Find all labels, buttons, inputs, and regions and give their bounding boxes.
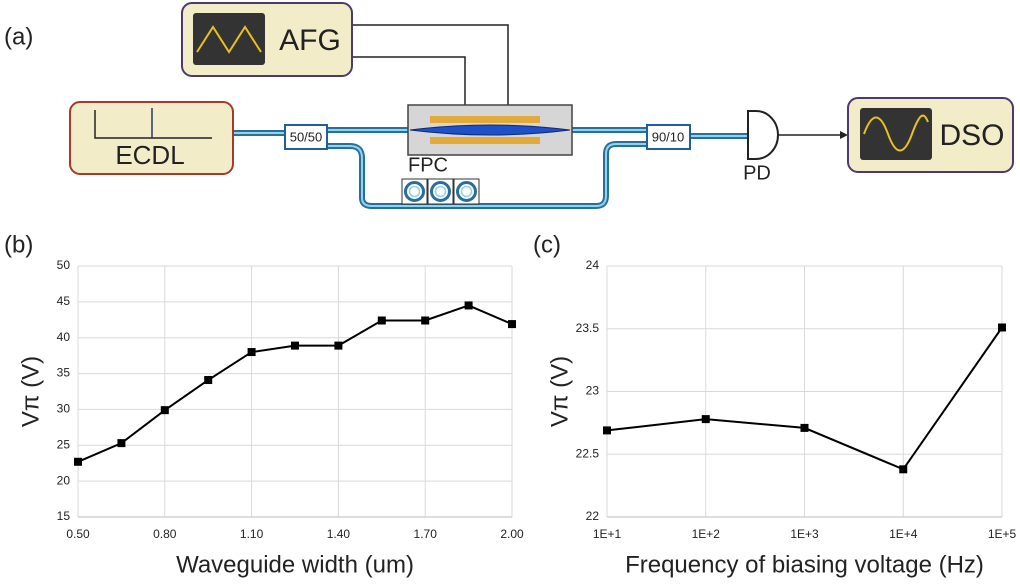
data-point — [421, 316, 430, 325]
data-point — [508, 320, 516, 329]
data-point — [291, 341, 299, 350]
x-tick-label: 0.50 — [66, 527, 90, 541]
y-tick-label: 23 — [586, 384, 600, 398]
x-tick-label: 2.00 — [500, 527, 524, 541]
wire — [352, 24, 509, 142]
panel-label: (a) — [4, 23, 33, 50]
y-tick-label: 15 — [57, 509, 71, 523]
fpc-label: FPC — [408, 154, 448, 176]
data-point — [701, 415, 710, 424]
data-point — [899, 465, 908, 474]
x-tick-label: 1E+3 — [790, 527, 819, 541]
x-tick-label: 1E+2 — [692, 527, 721, 541]
data-point — [334, 341, 343, 350]
y-tick-label: 40 — [57, 330, 71, 344]
y-tick-label: 22.5 — [576, 446, 600, 460]
panel-label: (b) — [4, 231, 33, 258]
y-axis-label: Vπ (V) — [546, 356, 573, 427]
y-tick-label: 45 — [57, 294, 71, 308]
data-point — [603, 426, 611, 435]
y-tick-label: 25 — [57, 437, 71, 451]
axes-icon — [94, 110, 212, 139]
y-tick-label: 30 — [57, 402, 71, 416]
y-tick-label: 35 — [57, 366, 71, 380]
x-axis-label: Frequency of biasing voltage (Hz) — [625, 551, 984, 578]
waveguide — [409, 124, 571, 136]
y-tick-label: 50 — [57, 258, 71, 272]
setup-diagram: (a) AFG ECDL 50/50 90/10 — [4, 2, 1014, 209]
x-tick-label: 1E+4 — [889, 527, 918, 541]
x-axis-label: Waveguide width (um) — [176, 551, 414, 578]
triangle-wave — [196, 25, 262, 54]
x-tick-label: 1.10 — [240, 527, 264, 541]
data-point — [800, 423, 809, 432]
y-axis-label: Vπ (V) — [17, 356, 44, 427]
x-tick-label: 1.40 — [327, 527, 351, 541]
fpc-paddles — [401, 178, 480, 205]
arrow-head — [840, 131, 848, 139]
y-tick-label: 20 — [57, 473, 71, 487]
data-point — [204, 376, 213, 385]
x-tick-label: 1E+5 — [988, 527, 1017, 541]
panel-label: (c) — [533, 231, 561, 258]
afg-label: AFG — [279, 24, 341, 57]
sine-wave — [863, 114, 929, 152]
electrode — [430, 116, 540, 123]
dso-screen — [860, 108, 932, 160]
fiber — [233, 127, 748, 209]
ecdl-label: ECDL — [115, 140, 184, 170]
pd-label: PD — [743, 162, 771, 184]
data-point — [998, 323, 1006, 332]
splitter — [284, 124, 328, 150]
x-tick-label: 1.70 — [414, 527, 438, 541]
y-tick-label: 23.5 — [576, 321, 600, 335]
y-tick-label: 24 — [586, 258, 600, 272]
photodiode — [747, 110, 779, 160]
data-line — [77, 304, 513, 463]
splitter-label: 50/50 — [290, 129, 323, 144]
dso-label: DSO — [939, 119, 1004, 152]
y-tick-label: 22 — [586, 509, 600, 523]
x-tick-label: 0.80 — [153, 527, 177, 541]
data-point — [117, 439, 126, 448]
electrode — [430, 137, 540, 144]
coupler — [646, 124, 691, 150]
x-tick-label: 1E+1 — [593, 527, 622, 541]
afg-screen — [193, 13, 265, 65]
data-point — [377, 316, 386, 325]
data-point — [247, 348, 256, 357]
coupler-label: 90/10 — [652, 129, 685, 144]
data-point — [74, 457, 82, 466]
data-point — [464, 301, 473, 310]
data-point — [160, 406, 169, 415]
wire — [352, 56, 466, 118]
